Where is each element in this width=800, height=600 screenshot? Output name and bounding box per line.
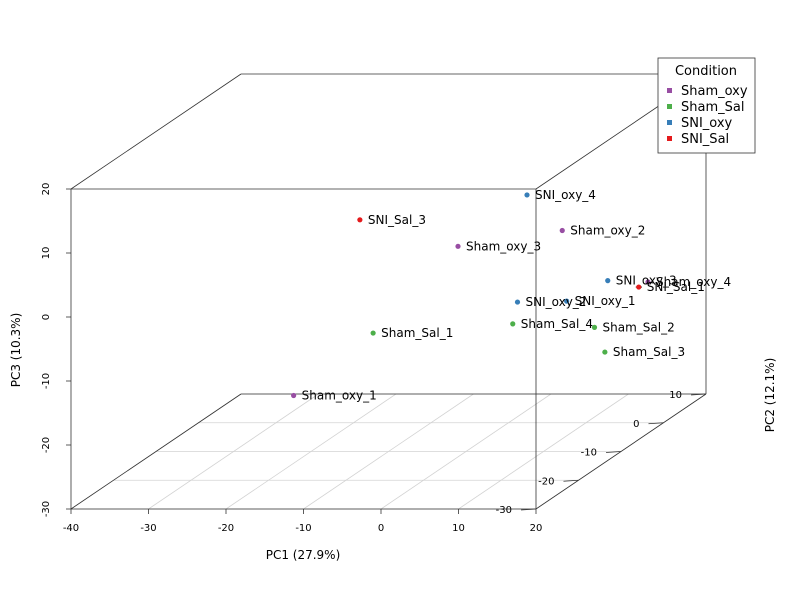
data-point: Sham_oxy_1: [291, 388, 377, 402]
point-label: Sham_Sal_4: [521, 317, 593, 331]
data-point: SNI_Sal_1: [636, 280, 705, 294]
floor-grid: [70, 393, 707, 510]
data-points: Sham_oxy_1 Sham_oxy_2 Sham_oxy_3 Sham_oxy_4…: [291, 188, 731, 402]
z-tick-label: 0: [41, 314, 52, 320]
legend-swatch: [667, 88, 672, 93]
point-marker: [291, 392, 297, 399]
x-tick-label: 10: [452, 523, 465, 534]
data-point: Sham_oxy_2: [559, 223, 645, 237]
legend-label: Sham_Sal: [681, 100, 744, 115]
legend-swatch: [667, 120, 672, 125]
point-marker: [524, 192, 530, 198]
point-marker: [645, 279, 651, 285]
legend-box: [657, 57, 756, 154]
data-point: Sham_Sal_3: [602, 345, 685, 359]
data-point: SNI_Sal_3: [357, 213, 426, 227]
box-edge: [70, 73, 242, 190]
point-label: SNI_oxy_4: [535, 188, 596, 202]
x-tick-label: -10: [295, 523, 311, 534]
plot-box: [70, 73, 707, 510]
point-marker: [455, 243, 461, 249]
y-tick-mark: [690, 393, 707, 396]
x-tick-label: 20: [530, 523, 543, 534]
y-tick-mark: [648, 422, 664, 425]
point-marker: [636, 284, 642, 290]
box-edge: [70, 393, 242, 510]
y-tick-mark: [563, 479, 579, 482]
y-tick-mark: [520, 508, 537, 511]
x-tick-label: -40: [63, 523, 79, 534]
point-marker: [602, 349, 608, 355]
point-label: Sham_Sal_1: [381, 326, 453, 340]
y-tick-label: -10: [581, 448, 597, 459]
point-label: SNI_oxy_1: [575, 294, 636, 308]
point-label: SNI_Sal_3: [368, 213, 426, 227]
point-label: Sham_Sal_2: [603, 320, 675, 334]
z-tick-label: 10: [41, 247, 52, 260]
data-point: SNI_oxy_1: [564, 294, 636, 308]
legend-label: SNI_Sal: [681, 132, 729, 147]
point-label: SNI_Sal_1: [647, 280, 705, 294]
y-tick-label: -20: [538, 476, 554, 487]
data-point: Sham_Sal_1: [370, 326, 453, 340]
point-label: Sham_oxy_1: [302, 388, 377, 402]
point-label: SNI_oxy_3: [616, 274, 677, 288]
legend-title: Condition: [675, 64, 737, 79]
point-marker: [591, 324, 598, 330]
y-tick-label: -30: [496, 505, 512, 516]
point-label: Sham_oxy_4: [656, 275, 731, 289]
point-marker: [605, 278, 611, 284]
axis-ticks: -40 -30 -20 -10 0 10 20 -30 -20 -10 0 10 -30 -20 -10 0 1…: [41, 183, 707, 534]
x-tick-label: -20: [218, 523, 234, 534]
x-axis-title: PC1 (27.9%): [266, 548, 341, 562]
y-tick-label: 0: [633, 419, 639, 430]
data-point: SNI_oxy_4: [524, 188, 596, 202]
x-tick-label: 0: [378, 523, 384, 534]
y-tick-label: 10: [669, 390, 682, 401]
point-marker: [357, 217, 363, 223]
legend-label: Sham_oxy: [681, 84, 748, 99]
data-point: Sham_oxy_3: [455, 239, 541, 253]
point-marker: [370, 330, 376, 336]
z-tick-label: -30: [41, 501, 52, 517]
y-axis-title: PC2 (12.1%): [763, 358, 777, 433]
data-point: Sham_Sal_4: [510, 317, 593, 331]
point-label: Sham_oxy_3: [466, 239, 541, 253]
point-label: Sham_oxy_2: [570, 223, 645, 237]
point-marker: [510, 321, 516, 327]
data-point: Sham_oxy_4: [645, 275, 731, 289]
x-tick-label: -30: [140, 523, 156, 534]
data-point: Sham_Sal_2: [591, 320, 675, 334]
z-tick-label: -20: [41, 437, 52, 453]
z-tick-label: 20: [41, 183, 52, 196]
data-point: SNI_oxy_3: [605, 274, 677, 288]
point-marker: [514, 299, 521, 305]
point-marker: [559, 227, 565, 234]
y-tick-mark: [605, 451, 622, 453]
point-label: SNI_oxy_2: [526, 295, 587, 309]
z-tick-label: -10: [41, 373, 52, 389]
legend-swatch: [667, 136, 672, 141]
data-point: SNI_oxy_2: [514, 295, 587, 309]
point-marker: [564, 298, 570, 304]
z-axis-title: PC3 (10.3%): [9, 313, 23, 388]
legend-label: SNI_oxy: [681, 116, 733, 131]
legend-swatch: [667, 104, 672, 109]
point-label: Sham_Sal_3: [613, 345, 685, 359]
